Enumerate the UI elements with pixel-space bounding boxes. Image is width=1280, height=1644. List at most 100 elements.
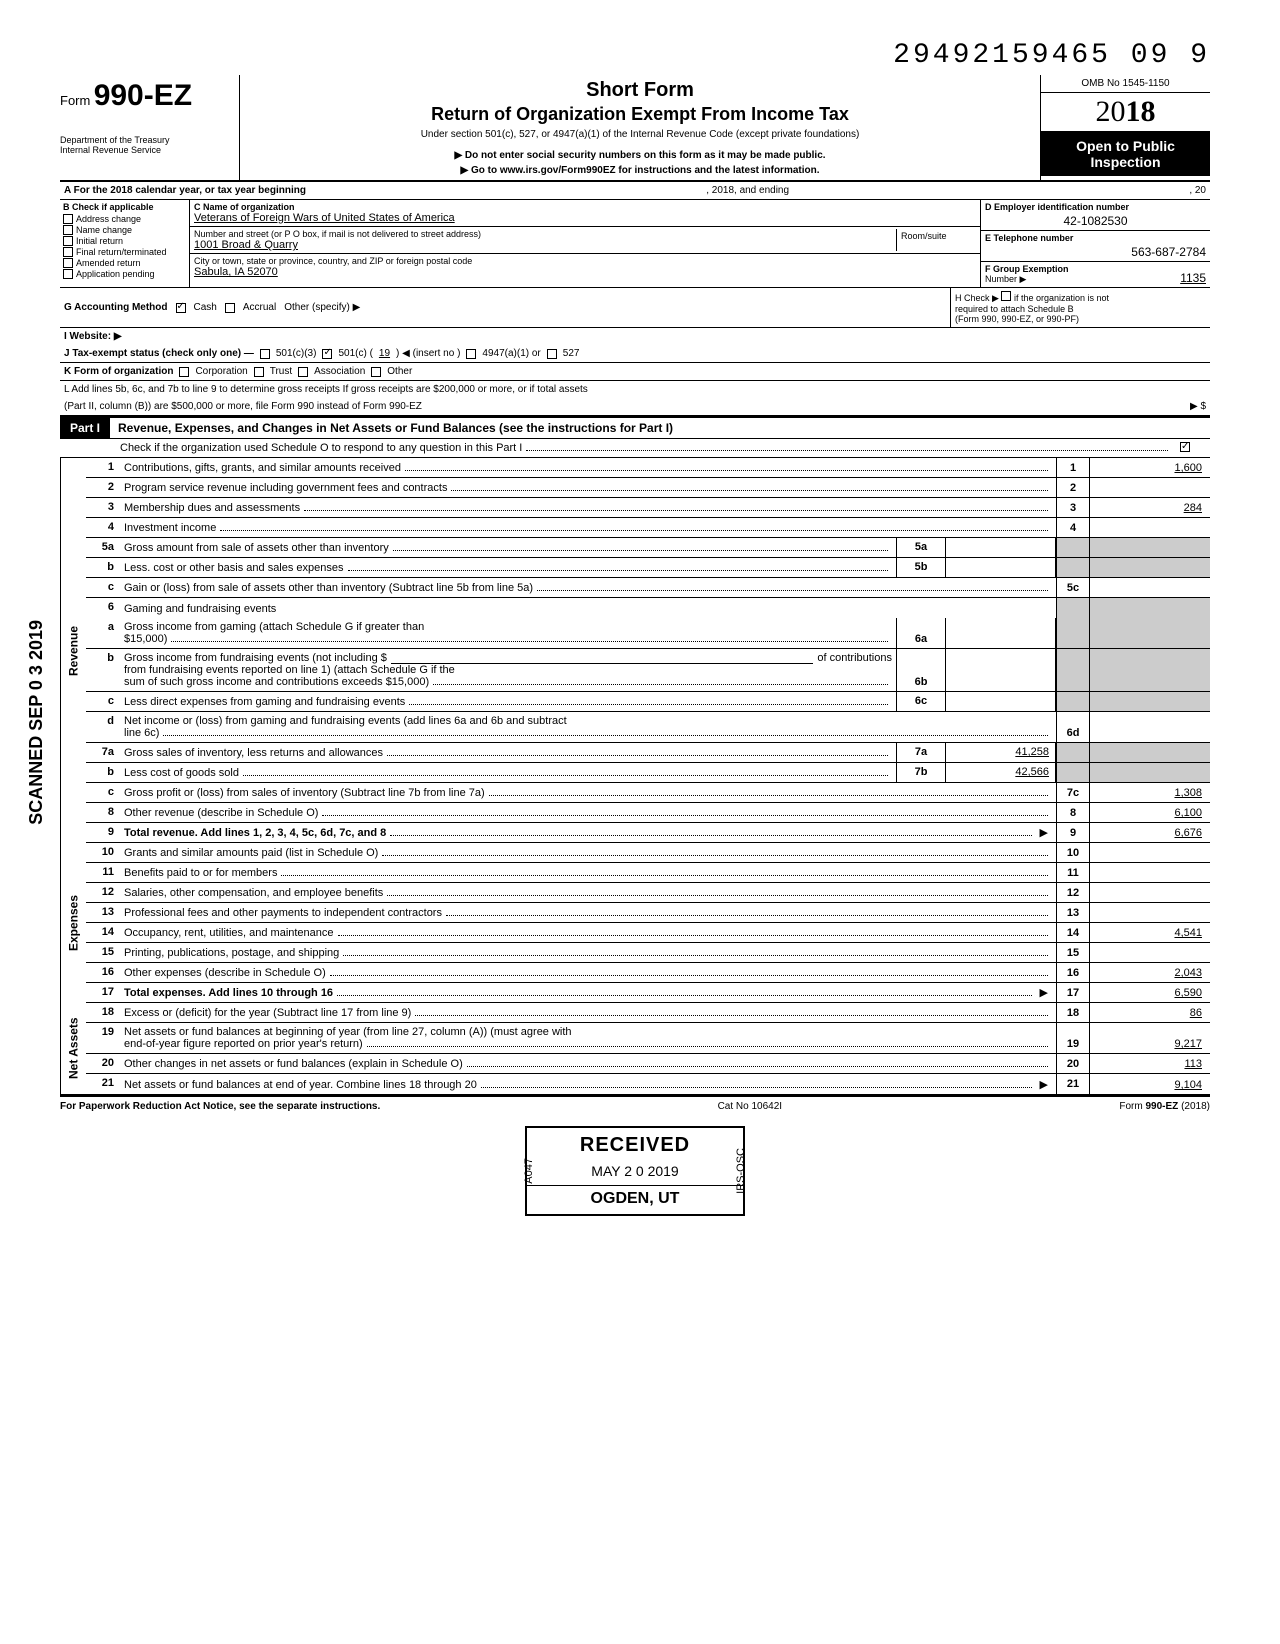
header-right: OMB No 1545-1150 2018 Open to PublicInsp… [1040,75,1210,180]
netassets-label: Net Assets [60,1003,86,1094]
box-val: 1,308 [1090,783,1210,802]
chk-label: Name change [76,225,132,235]
line-16: 16Other expenses (describe in Schedule O… [86,963,1210,983]
f-label2: Number ▶ [985,274,1026,284]
box-val: 284 [1090,498,1210,517]
inner-val [946,618,1056,648]
line-17: 17 Total expenses. Add lines 10 through 1… [86,983,1210,1003]
line-num: 4 [86,518,120,537]
received-date: MAY 2 0 2019 [527,1163,743,1179]
chk-final-return[interactable]: Final return/terminated [63,247,186,257]
box-num: 20 [1056,1054,1090,1073]
i-label: I Website: ▶ [64,331,122,342]
inner-box: 7a [896,743,946,762]
chk-label: Amended return [76,258,141,268]
box-shaded [1090,538,1210,557]
f-label: F Group Exemption [985,264,1069,274]
chk-4947[interactable] [466,349,476,359]
c-street-label: Number and street (or P O box, if mail i… [194,229,896,239]
line-desc: Total expenses. Add lines 10 through 16 [124,987,333,999]
line-num: 18 [86,1003,120,1022]
chk-accrual[interactable] [225,303,235,313]
box-num: 19 [1056,1023,1090,1053]
chk-address-change[interactable]: Address change [63,214,186,224]
box-val [1090,478,1210,497]
line-desc: Salaries, other compensation, and employ… [124,887,383,899]
org-name: Veterans of Foreign Wars of United State… [194,212,976,224]
stamp-code-left: A047 [523,1158,535,1184]
box-num: 4 [1056,518,1090,537]
row-i: I Website: ▶ [60,328,1210,345]
document-id: 29492159465 09 9 [60,40,1210,71]
chk-501c3[interactable] [260,349,270,359]
form-number: 990-EZ [94,79,192,112]
tax-year: 2018 [1041,93,1210,132]
box-val: 6,100 [1090,803,1210,822]
box-num: 9 [1056,823,1090,842]
chk-pending[interactable]: Application pending [63,269,186,279]
box-shaded [1090,763,1210,782]
line-desc: Gross sales of inventory, less returns a… [124,747,383,759]
chk-assoc[interactable] [298,367,308,377]
line-10: 10 Grants and similar amounts paid (list … [86,843,1210,863]
box-num: 17 [1056,983,1090,1002]
open-line2: Inspection [1090,154,1160,170]
chk-other-org[interactable] [371,367,381,377]
chk-h[interactable] [1001,291,1011,301]
chk-501c[interactable] [322,349,332,359]
line-num: 3 [86,498,120,517]
chk-trust[interactable] [254,367,264,377]
line-13: 13Professional fees and other payments t… [86,903,1210,923]
line-num: b [86,649,120,691]
section-b: B Check if applicable Address change Nam… [60,200,190,287]
chk-corp[interactable] [179,367,189,377]
chk-label: Address change [76,214,141,224]
line-6d: dNet income or (loss) from gaming and fu… [86,712,1210,743]
line-num: 1 [86,458,120,477]
chk-amended[interactable]: Amended return [63,258,186,268]
street-address: 1001 Broad & Quarry [194,239,896,251]
chk-initial-return[interactable]: Initial return [63,236,186,246]
line-num: 15 [86,943,120,962]
line-desc: Less cost of goods sold [124,767,239,779]
box-shaded [1056,538,1090,557]
cash-label: Cash [194,302,217,313]
chk-527[interactable] [547,349,557,359]
section-e: E Telephone number 563-687-2784 [981,231,1210,262]
box-val: 86 [1090,1003,1210,1022]
open-to-public: Open to PublicInspection [1041,132,1210,176]
form-header: Form 990-EZ Department of the Treasury I… [60,75,1210,182]
line-desc: Grants and similar amounts paid (list in… [124,847,378,859]
row-k: K Form of organization Corporation Trust… [60,363,1210,381]
inner-val [946,692,1056,711]
box-shaded [1090,692,1210,711]
box-val [1090,903,1210,922]
chk-name-change[interactable]: Name change [63,225,186,235]
line-desc: Other expenses (describe in Schedule O) [124,967,326,979]
line-2: 2Program service revenue including gover… [86,478,1210,498]
line-6b: bGross income from fundraising events (n… [86,649,1210,692]
inner-val: 42,566 [946,763,1056,782]
chk-schedule-o[interactable] [1180,442,1190,452]
box-num: 10 [1056,843,1090,862]
line-6c: cLess direct expenses from gaming and fu… [86,692,1210,712]
expenses-section: Expenses 10Grants and similar amounts pa… [60,843,1210,1003]
box-shaded [1056,692,1090,711]
stamp-code-right: IRS-OSC [735,1148,747,1194]
chk-cash[interactable] [176,303,186,313]
trust-label: Trust [270,366,292,377]
part-1-box: Part I [60,418,110,438]
line-desc: Net income or (loss) from gaming and fun… [124,715,567,727]
h-text1: H Check ▶ [955,293,999,303]
box-num: 1 [1056,458,1090,477]
line-desc2: end-of-year figure reported on prior yea… [124,1038,363,1050]
inner-box: 7b [896,763,946,782]
line-desc2: $15,000) [124,633,167,645]
chk-label: Application pending [76,269,155,279]
section-b-header: B Check if applicable [63,202,186,212]
line-desc: Gross profit or (loss) from sales of inv… [124,787,485,799]
dept-irs: Internal Revenue Service [60,145,233,155]
line-desc: Excess or (deficit) for the year (Subtra… [124,1007,411,1019]
box-val: 6,590 [1090,983,1210,1002]
line-num: 5a [86,538,120,557]
